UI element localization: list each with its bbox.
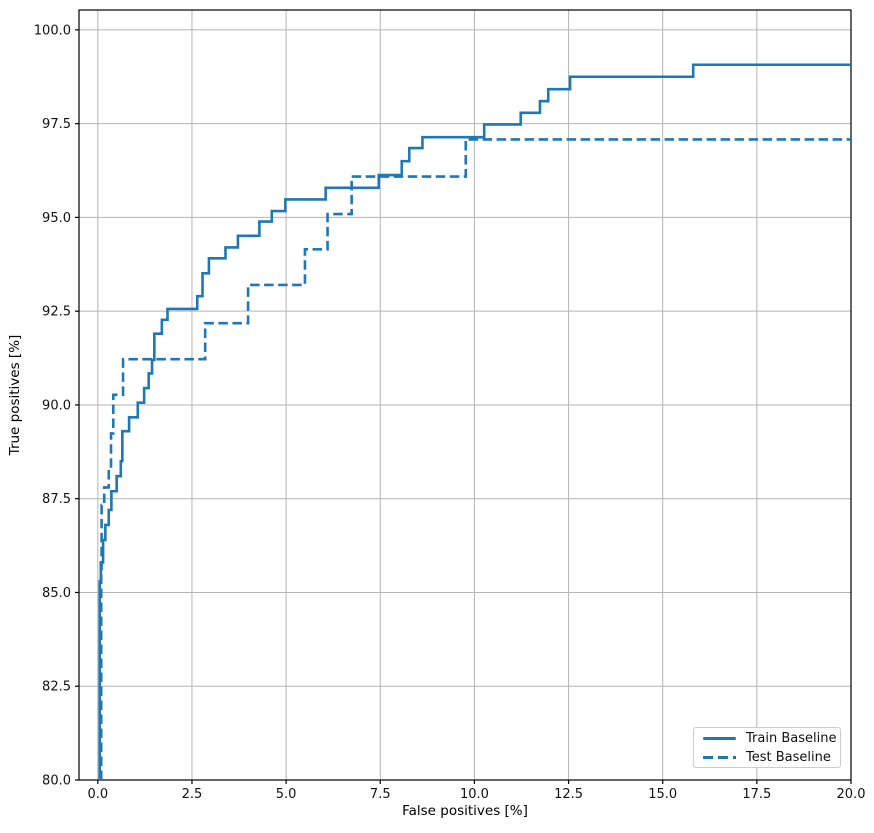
svg-text:17.5: 17.5 — [742, 787, 771, 802]
svg-text:15.0: 15.0 — [648, 787, 677, 802]
svg-text:80.0: 80.0 — [42, 774, 71, 789]
grid-lines — [79, 10, 852, 781]
svg-text:2.5: 2.5 — [182, 787, 203, 802]
test-baseline-line-sample — [703, 755, 736, 759]
legend-item-test-baseline: Test Baseline — [703, 749, 840, 765]
svg-text:7.5: 7.5 — [370, 787, 391, 802]
test-baseline-line — [99, 138, 851, 780]
legend: Train Baseline Test Baseline — [693, 727, 841, 768]
svg-text:12.5: 12.5 — [554, 787, 583, 802]
svg-text:92.5: 92.5 — [42, 305, 71, 320]
svg-text:90.0: 90.0 — [42, 398, 71, 413]
legend-item-train-baseline: Train Baseline — [703, 730, 840, 746]
tick-labels: 0.0 2.5 5.0 7.5 10.0 12.5 15.0 17.5 20.0 80.0 82.5… — [34, 23, 866, 802]
y-axis-label: True positives [%] — [7, 334, 23, 456]
svg-text:95.0: 95.0 — [42, 211, 71, 226]
svg-text:97.5: 97.5 — [42, 117, 71, 132]
legend-label-train-baseline: Train Baseline — [746, 730, 837, 746]
svg-text:87.5: 87.5 — [42, 492, 71, 507]
x-axis-label: False positives [%] — [402, 803, 528, 819]
svg-text:100.0: 100.0 — [34, 23, 71, 38]
train-baseline-line — [98, 63, 851, 780]
svg-text:82.5: 82.5 — [42, 680, 71, 695]
train-baseline-line-sample — [703, 736, 736, 740]
svg-text:0.0: 0.0 — [87, 787, 108, 802]
legend-label-test-baseline: Test Baseline — [746, 749, 831, 765]
tick-marks — [75, 29, 852, 784]
svg-text:85.0: 85.0 — [42, 586, 71, 601]
axes-spines — [78, 9, 852, 781]
svg-text:20.0: 20.0 — [837, 787, 866, 802]
svg-text:10.0: 10.0 — [460, 787, 489, 802]
svg-text:5.0: 5.0 — [276, 787, 297, 802]
